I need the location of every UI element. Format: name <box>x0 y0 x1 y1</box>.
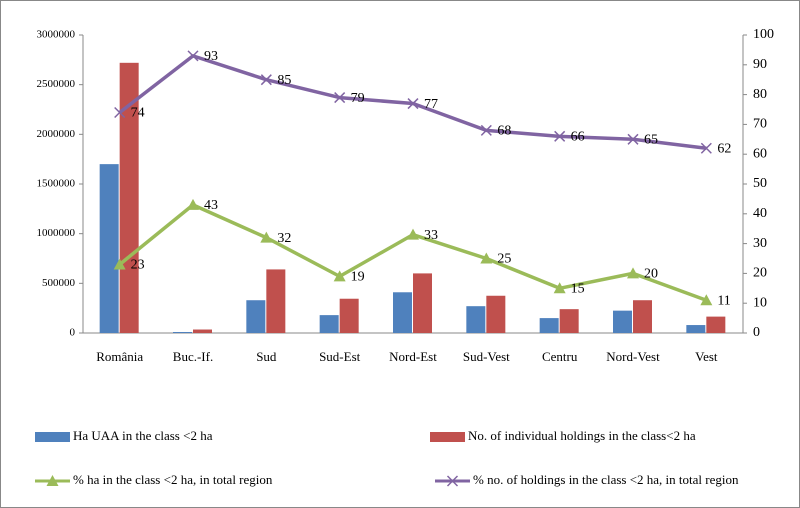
y-tick-label: 1500000 <box>37 178 76 190</box>
data-label: 33 <box>424 228 438 243</box>
line-marker <box>260 231 273 243</box>
line-marker <box>334 92 346 104</box>
legend-label: % ha in the class <2 ha, in total region <box>73 472 273 487</box>
line-marker <box>480 124 492 136</box>
y-tick-label: 500000 <box>42 277 76 289</box>
data-label: 23 <box>131 258 145 273</box>
x-tick-label: Centru <box>542 349 578 364</box>
data-label: 19 <box>351 270 365 285</box>
data-label: 11 <box>717 293 730 308</box>
y2-tick-label: 80 <box>753 87 767 102</box>
line-marker <box>700 142 712 154</box>
legend-swatch <box>35 432 70 442</box>
bar <box>339 298 359 333</box>
bar <box>193 329 212 333</box>
line-marker <box>187 50 199 62</box>
line-marker <box>333 270 346 282</box>
legend-label: No. of individual holdings in the class<… <box>468 428 696 443</box>
line-marker <box>407 228 419 240</box>
data-label: 20 <box>644 267 658 282</box>
line-marker <box>113 258 126 270</box>
x-tick-label: Buc.-If. <box>173 349 213 364</box>
bar <box>413 273 432 333</box>
x-tick-label: Nord-Est <box>389 349 437 364</box>
line-marker <box>627 133 639 145</box>
x-tick-label: România <box>96 349 143 364</box>
y-tick-label: 2000000 <box>37 128 76 140</box>
line-marker <box>700 294 713 306</box>
y-tick-label: 0 <box>70 327 76 339</box>
bar <box>266 269 286 333</box>
x-tick-label: Nord-Vest <box>606 349 660 364</box>
bar <box>559 309 579 333</box>
line-marker <box>46 475 59 486</box>
data-label: 62 <box>717 141 731 156</box>
line-marker <box>260 74 272 86</box>
y-tick-label: 1000000 <box>37 227 76 239</box>
bar <box>246 300 266 333</box>
bar <box>613 310 632 333</box>
y2-tick-label: 50 <box>753 176 767 191</box>
data-label: 85 <box>277 73 291 88</box>
bar <box>633 300 652 333</box>
x-tick-label: Sud-Est <box>319 349 361 364</box>
legend-label: Ha UAA in the class <2 ha <box>73 428 213 443</box>
data-label: 68 <box>497 124 511 139</box>
line-marker <box>446 475 459 487</box>
legend-swatch <box>430 432 465 442</box>
bar <box>466 306 486 333</box>
bar <box>119 62 139 334</box>
y-tick-label: 3000000 <box>37 29 76 41</box>
line-marker <box>480 252 493 264</box>
y2-tick-label: 0 <box>753 325 760 340</box>
data-label: 65 <box>644 133 658 148</box>
data-label: 32 <box>277 231 291 246</box>
data-label: 66 <box>571 130 585 145</box>
y2-tick-label: 90 <box>753 57 767 72</box>
line-marker <box>554 130 566 142</box>
y2-tick-label: 70 <box>753 117 767 132</box>
data-label: 74 <box>131 106 145 121</box>
bar <box>173 332 192 333</box>
y2-tick-label: 30 <box>753 236 767 251</box>
data-label: 15 <box>571 282 585 297</box>
line-marker <box>553 282 566 294</box>
data-label: 43 <box>204 198 218 213</box>
x-tick-label: Sud <box>256 349 277 364</box>
x-tick-label: Vest <box>695 349 718 364</box>
data-label: 25 <box>497 252 511 267</box>
y2-tick-label: 10 <box>753 295 767 310</box>
y2-tick-label: 100 <box>753 27 774 42</box>
bar <box>486 295 506 333</box>
bar <box>393 292 412 333</box>
line-marker <box>187 198 199 210</box>
y2-tick-label: 20 <box>753 266 767 281</box>
bar <box>319 315 339 333</box>
line-marker <box>407 98 419 110</box>
bar <box>99 164 119 333</box>
y2-tick-label: 40 <box>753 206 767 221</box>
y-tick-label: 2500000 <box>37 78 76 90</box>
bar <box>706 316 726 333</box>
legend-label: % no. of holdings in the class <2 ha, in… <box>473 472 739 487</box>
x-tick-label: Sud-Vest <box>463 349 510 364</box>
y2-tick-label: 60 <box>753 146 767 161</box>
bar <box>686 325 706 333</box>
data-label: 79 <box>351 91 365 106</box>
data-label: 77 <box>424 97 438 112</box>
line-marker <box>627 267 639 279</box>
bar <box>539 318 559 333</box>
data-label: 93 <box>204 49 218 64</box>
line-marker <box>114 106 126 119</box>
